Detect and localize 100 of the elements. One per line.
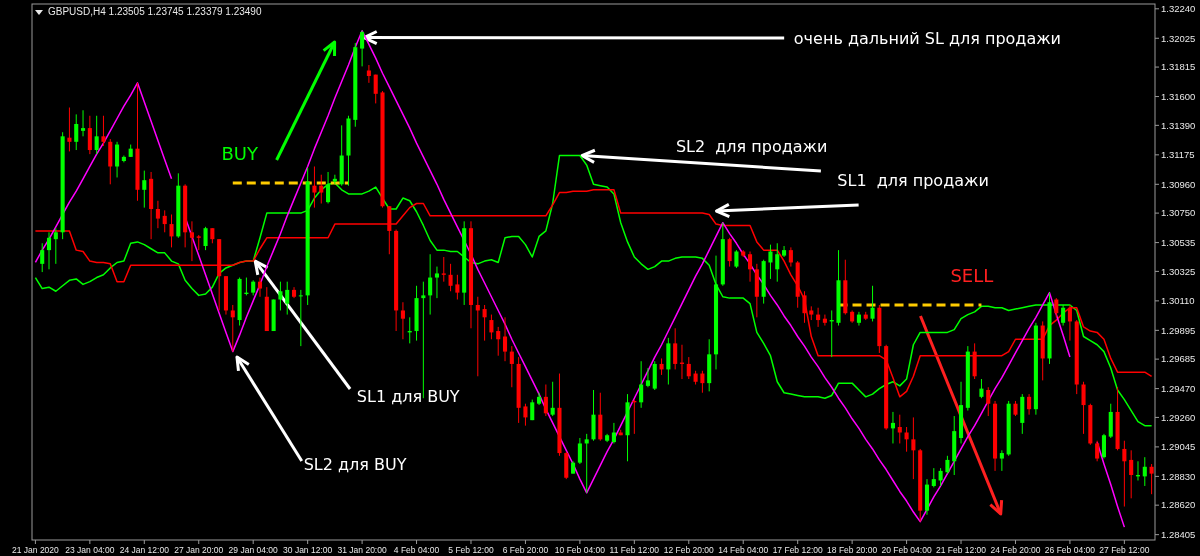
- candlestick: [298, 289, 303, 347]
- candlestick: [203, 226, 208, 251]
- annotation: SL2 для продажи: [675, 137, 828, 156]
- candlestick: [1054, 297, 1059, 318]
- candlestick: [326, 171, 331, 205]
- candlestick: [257, 277, 263, 298]
- candlestick: [101, 115, 106, 147]
- chart-title: GBPUSD,H4 1.23505 1.23745 1.23379 1.23490: [48, 6, 262, 17]
- x-tick-label: 5 Feb 12:00: [448, 545, 494, 555]
- x-tick-label: 30 Jan 12:00: [283, 545, 333, 555]
- candlestick: [700, 370, 705, 394]
- candlestick: [434, 266, 439, 299]
- candlestick: [489, 314, 494, 340]
- y-tick-label: 1.32240: [1161, 3, 1196, 15]
- candlestick: [67, 107, 72, 152]
- candlestick: [979, 378, 984, 399]
- candlestick: [748, 251, 753, 283]
- y-tick-label: 1.30750: [1161, 207, 1196, 219]
- y-tick-label: 1.31390: [1161, 119, 1196, 131]
- candlestick: [142, 170, 147, 209]
- candlestick: [911, 416, 916, 480]
- candlestick: [904, 426, 909, 453]
- x-tick-label: 4 Feb 04:00: [393, 545, 440, 555]
- candlestick: [673, 327, 678, 370]
- candlestick: [366, 64, 371, 84]
- candlestick: [496, 326, 501, 357]
- candlestick: [639, 360, 644, 409]
- candlestick: [584, 433, 589, 494]
- candlestick: [162, 209, 167, 233]
- candlestick: [1142, 456, 1147, 487]
- y-tick-label: 1.31175: [1161, 149, 1195, 161]
- candlestick: [509, 345, 514, 388]
- candlestick: [822, 314, 827, 327]
- x-tick-label: 10 Feb 04:00: [554, 545, 606, 555]
- y-tick-label: 1.30535: [1161, 236, 1196, 248]
- x-tick-label: 18 Feb 20:00: [827, 545, 878, 555]
- annotation: BUY: [221, 143, 260, 164]
- y-tick-label: 1.31600: [1161, 90, 1196, 102]
- candlestick: [421, 281, 426, 399]
- candlestick: [360, 30, 365, 67]
- candlestick: [1081, 381, 1086, 435]
- y-tick-label: 1.28620: [1161, 499, 1196, 511]
- y-tick-label: 1.29685: [1161, 353, 1196, 365]
- candlestick: [74, 113, 79, 151]
- candlestick: [1061, 304, 1066, 327]
- candlestick: [53, 227, 58, 265]
- candlestick: [1095, 440, 1100, 462]
- y-tick-label: 1.32025: [1161, 32, 1196, 44]
- candlestick: [40, 242, 45, 273]
- x-tick-label: 12 Feb 20:00: [663, 545, 715, 555]
- annotation: SL2 для BUY: [303, 455, 407, 474]
- candlestick: [577, 437, 582, 465]
- annotation: SELL: [950, 265, 994, 286]
- candlestick: [482, 304, 487, 342]
- candlestick: [645, 367, 650, 388]
- candlestick: [543, 384, 548, 417]
- candlestick: [115, 141, 120, 178]
- y-tick-label: 1.30110: [1161, 295, 1195, 307]
- x-tick-label: 17 Feb 12:00: [772, 545, 823, 555]
- x-tick-label: 27 Feb 12:00: [1099, 545, 1150, 555]
- annotation: очень дальний SL для продажи: [793, 29, 1062, 48]
- candlestick: [782, 245, 787, 258]
- candlestick: [502, 316, 508, 362]
- candlestick: [1129, 449, 1134, 499]
- candlestick: [278, 281, 283, 311]
- candlestick: [686, 356, 691, 380]
- candlestick: [897, 414, 902, 444]
- candlestick: [169, 213, 174, 248]
- candlestick: [816, 307, 821, 328]
- y-tick-label: 1.29045: [1161, 441, 1196, 453]
- candlestick: [373, 74, 378, 104]
- candlestick: [931, 467, 936, 488]
- candlestick: [1067, 304, 1072, 342]
- y-tick-label: 1.28405: [1161, 528, 1196, 540]
- candlestick: [611, 422, 616, 444]
- candlestick: [1122, 440, 1127, 508]
- x-tick-label: 26 Feb 04:00: [1044, 545, 1096, 555]
- y-tick-label: 1.29260: [1161, 411, 1196, 423]
- y-tick-label: 1.30325: [1161, 265, 1196, 277]
- candlestick: [475, 296, 480, 377]
- candlestick: [986, 386, 991, 417]
- x-tick-label: 6 Feb 20:00: [502, 545, 549, 555]
- candlestick: [1027, 393, 1032, 416]
- x-tick-label: 23 Jan 04:00: [65, 545, 115, 555]
- candlestick: [332, 174, 337, 185]
- candlestick: [448, 263, 453, 292]
- candlestick: [890, 411, 896, 444]
- candlestick: [46, 231, 52, 270]
- x-tick-label: 20 Feb 04:00: [881, 545, 932, 555]
- candlestick: [87, 115, 92, 155]
- candlestick: [1101, 433, 1106, 460]
- x-tick-label: 31 Jan 20:00: [337, 545, 387, 555]
- x-tick-label: 24 Jan 12:00: [119, 545, 170, 555]
- y-tick-label: 1.31815: [1161, 61, 1196, 73]
- x-tick-label: 27 Jan 20:00: [174, 545, 224, 555]
- candlestick: [999, 449, 1004, 472]
- x-tick-label: 14 Feb 04:00: [718, 545, 769, 555]
- candlestick: [155, 200, 160, 229]
- y-tick-label: 1.29895: [1161, 324, 1196, 336]
- candlestick: [788, 246, 793, 268]
